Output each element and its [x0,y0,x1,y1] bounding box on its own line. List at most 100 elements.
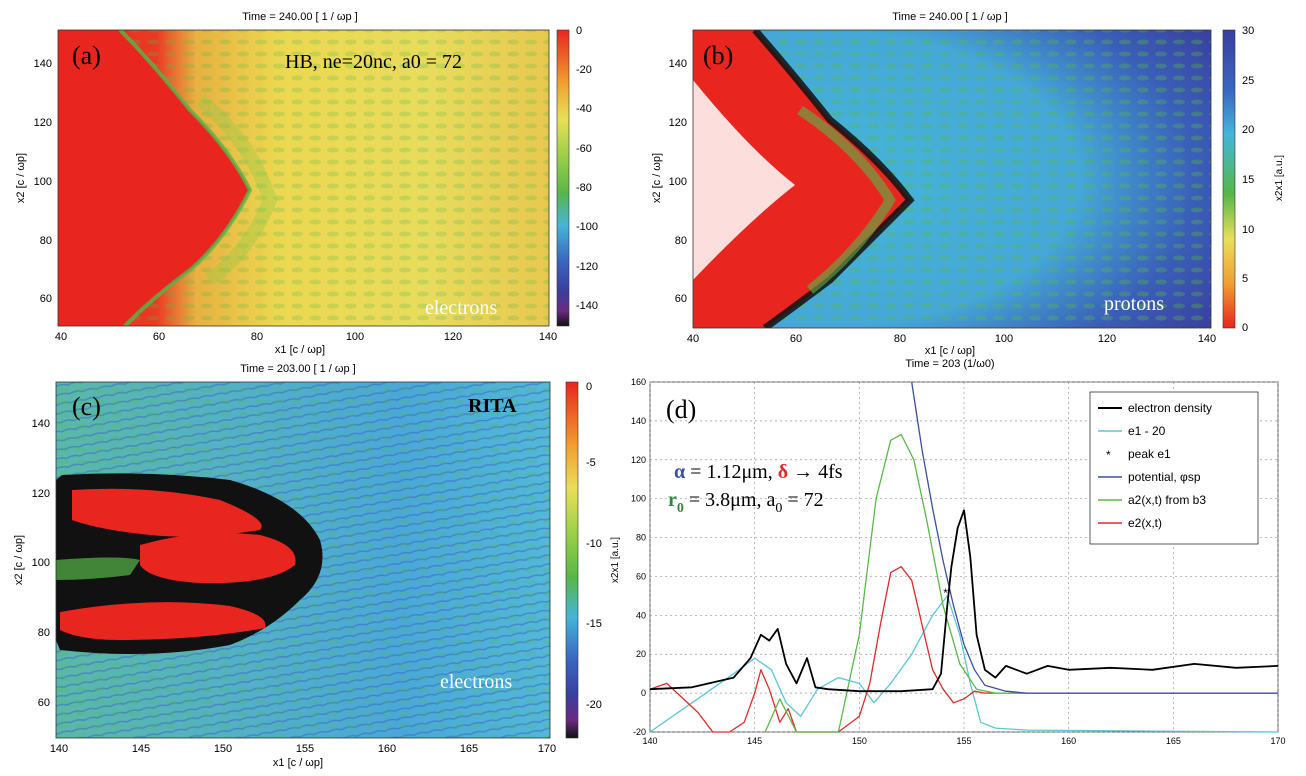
panel-a-xtick: 40 [55,331,67,343]
panel-d-ticks: 140 145 150 155 160 165 170 -20 0 20 40 60 80 100 120 1… [631,377,1286,746]
series-line-e1-20 [649,595,1279,733]
peak-e1-marker: * [943,586,948,600]
panel-c-xticks: 140 145 150 155 160 165 170 [50,743,556,755]
panel-b-cbtick: 10 [1242,224,1254,236]
panel-b-cbtick: 30 [1242,25,1254,37]
panel-c-cbtick: -10 [586,538,602,550]
panel-a-corner-label: electrons [425,297,497,319]
panel-d-param-line1: α = 1.12μm, δ → 4fs [674,461,843,483]
panel-a-cbtick: -20 [576,64,592,76]
panel-a-xtick: 60 [153,331,165,343]
panel-a-ytick: 100 [34,176,52,188]
panel-d-xtick: 155 [956,736,971,746]
panel-b-colorbar-ticks: 30 25 20 15 10 5 0 [1242,25,1254,334]
panel-a-xlabel: x1 [c / ωp] [275,344,325,356]
panel-d-grid [649,381,1279,733]
panel-b-ytick: 140 [669,58,687,70]
panel-c-ytick: 80 [38,627,50,639]
panel-c-colorbar-ticks: 0 -5 -10 -15 -20 [586,381,602,711]
panel-c-annotation: RITA [468,395,517,417]
panel-a-cbtick: -60 [576,143,592,155]
panel-c: Time = 203.00 [ 1 / ωp ] (c) RITA electr… [13,363,602,769]
legend-entry: peak e1 [1128,447,1171,461]
panel-b-xtick: 120 [1098,333,1116,345]
panel-a-cbtick: -100 [576,221,598,233]
panel-a-title: Time = 240.00 [ 1 / ωp ] [242,11,358,23]
panel-b-xtick: 100 [995,333,1013,345]
panel-c-ytick: 100 [32,557,50,569]
panel-b-xtick: 40 [687,333,699,345]
panel-b-colorbar-label: x2x1 [a.u.] [1274,155,1285,201]
panel-a-cbtick: 0 [576,25,582,37]
panel-a-yticks: 60 80 100 120 140 [34,58,52,305]
panel-c-ytick: 120 [32,488,50,500]
panel-a-colorbar [556,29,570,327]
panel-d-ytick: 120 [631,455,646,465]
panel-b-xtick: 140 [1198,333,1216,345]
panel-c-colorbar [565,381,579,739]
panel-b-yticks: 60 80 100 120 140 [669,58,687,305]
panel-c-ylabel: x2 [c / ωp] [13,535,25,585]
panel-a-ytick: 140 [34,58,52,70]
panel-b-tag: (b) [703,41,733,70]
panel-c-cbtick: 0 [586,381,592,393]
panel-c-cbtick: -15 [586,618,602,630]
legend-entry: e2(x,t) [1128,516,1162,530]
panel-d-tag: (d) [666,395,696,424]
panel-c-heatmap [56,382,550,738]
panel-a-xtick: 140 [539,331,557,343]
panel-a-xticks: 40 60 80 100 120 140 [55,331,557,343]
panel-b-title: Time = 240.00 [ 1 / ωp ] [892,11,1008,23]
panel-c-xtick: 165 [460,743,478,755]
panel-d-ytick: -20 [633,727,646,737]
panel-c-xtick: 160 [378,743,396,755]
panel-a-xtick: 120 [444,331,462,343]
series-line-potential-sp [911,381,1278,694]
panel-a-ytick: 60 [40,293,52,305]
panel-b-cbtick: 20 [1242,124,1254,136]
panel-a-cbtick: -140 [576,300,598,312]
panel-c-xtick: 155 [296,743,314,755]
panel-c-ytick: 60 [38,697,50,709]
panel-d-legend: electron density e1 - 20 * peak e1 potential… [1089,391,1259,545]
panel-d-ytick: 60 [636,571,646,581]
panel-b-xlabel: x1 [c / ωp] [925,345,975,357]
legend-marker: * [1106,448,1111,462]
panel-d-xtick: 145 [747,736,762,746]
panel-b-cbtick: 25 [1242,75,1254,87]
panel-d-xtick: 165 [1166,736,1181,746]
panel-d-ytick: 160 [631,377,646,387]
panel-b-xtick: 60 [790,333,802,345]
panel-a-ylabel: x2 [c / ωp] [15,153,27,203]
panel-d-ytick: 140 [631,416,646,426]
panel-b-ytick: 120 [669,117,687,129]
panel-a: Time = 240.00 [ 1 / ωp ] (a) HB, ne=20nc… [15,11,598,356]
panel-b-ytick: 80 [675,235,687,247]
panel-a-ytick: 80 [40,235,52,247]
panel-b-ylabel: x2 [c / ωp] [651,153,663,203]
panel-a-colorbar-ticks: 0 -20 -40 -60 -80 -100 -120 -140 [576,25,598,312]
panel-c-xtick: 150 [214,743,232,755]
panel-d-ytick: 100 [631,494,646,504]
panel-d-xtick: 170 [1270,736,1285,746]
panel-d-ytick: 20 [636,649,646,659]
panel-c-ytick: 140 [32,418,50,430]
panel-c-corner-label: electrons [440,671,512,693]
panel-d-xtick: 160 [1061,736,1076,746]
panel-a-cbtick: -40 [576,103,592,115]
panel-d: 140 145 150 155 160 165 170 -20 0 20 40 60 80 100 120 1… [610,377,1286,746]
panel-b-cbtick: 5 [1242,273,1248,285]
panel-c-cbtick: -5 [586,457,596,469]
panel-d-ytick: 0 [641,688,646,698]
panel-d-xtick: 150 [852,736,867,746]
panel-c-title: Time = 203.00 [ 1 / ωp ] [240,363,356,375]
legend-entry: a2(x,t) from b3 [1128,493,1206,507]
series-line-a2-x-t-from-b3 [764,433,1278,733]
panel-b-heatmap [693,30,1211,328]
legend-entry: e1 - 20 [1128,424,1166,438]
panel-b-ytick: 60 [675,293,687,305]
panel-d-ytick: 40 [636,610,646,620]
panel-c-xtick: 140 [50,743,68,755]
panel-b-cbtick: 0 [1242,322,1248,334]
panel-a-heatmap [58,30,549,326]
